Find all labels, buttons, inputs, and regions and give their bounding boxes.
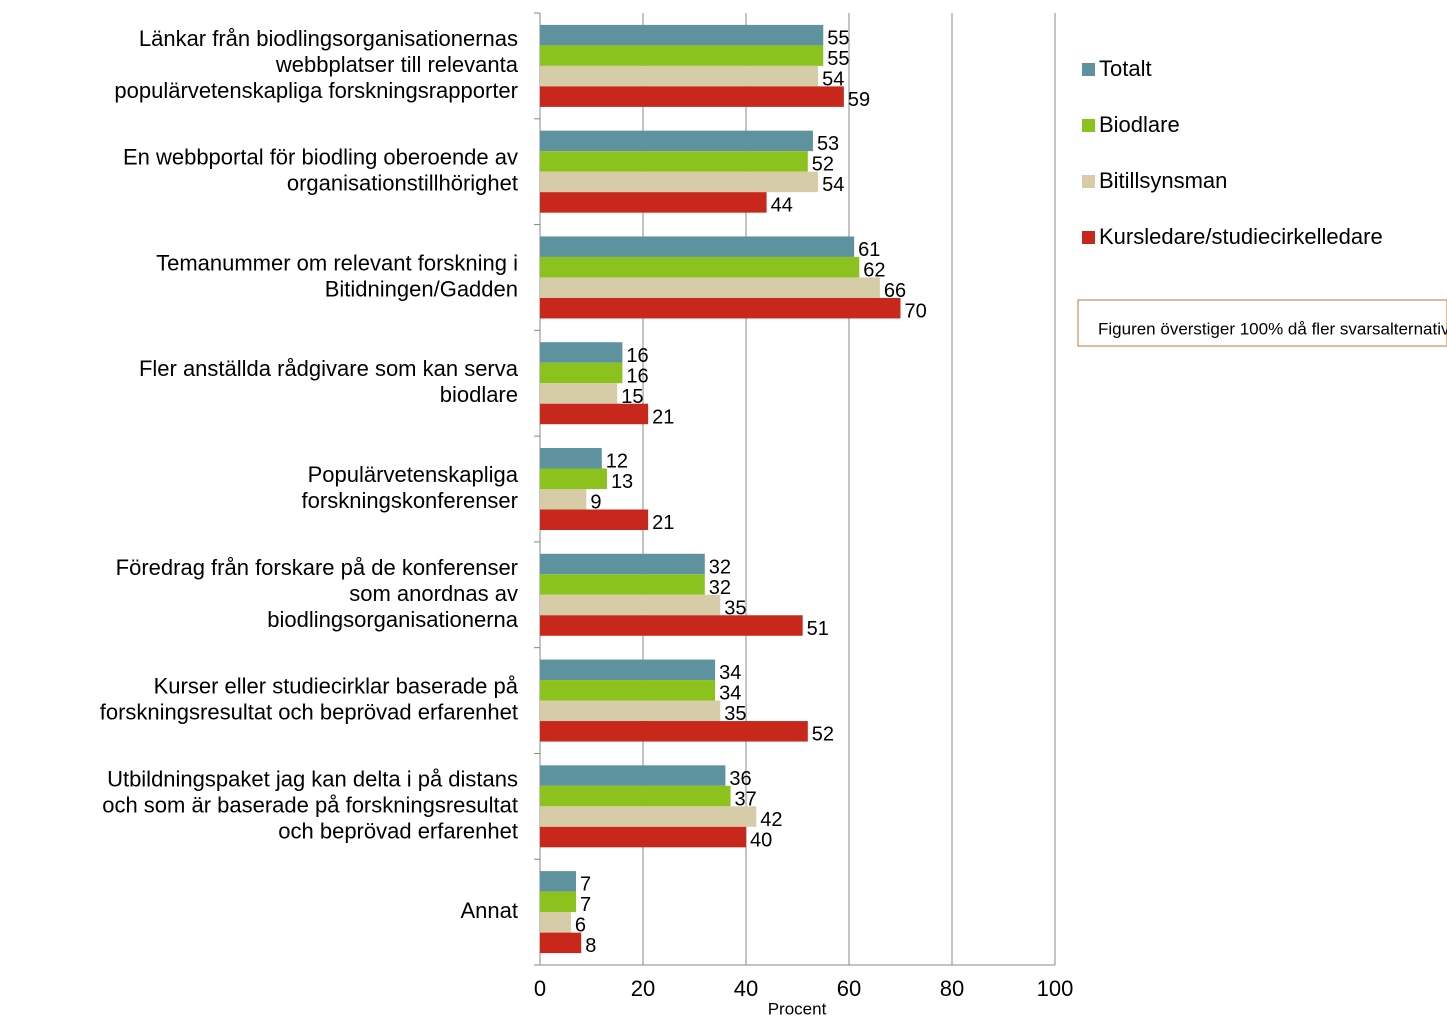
bar (540, 785, 731, 807)
x-tick-label: 100 (1037, 976, 1074, 1001)
category-label: Kurser eller studiecirklar baserade på fo… (100, 673, 519, 724)
bar (540, 700, 721, 722)
bar (540, 297, 901, 319)
legend-swatch (1082, 175, 1095, 188)
bar (540, 594, 721, 616)
data-label: 61 (858, 239, 880, 261)
legend-label: Kursledare/studiecirkelledare (1099, 224, 1383, 249)
bar (540, 86, 844, 107)
bar (540, 151, 808, 172)
data-label: 8 (585, 935, 596, 957)
category-label: Föredrag från forskare på de konferenser… (116, 555, 519, 632)
bar (540, 383, 618, 404)
legend-label: Biodlare (1099, 112, 1180, 137)
legend-label: Totalt (1099, 56, 1152, 81)
data-label: 35 (724, 703, 746, 725)
bar (540, 680, 716, 701)
bar (540, 932, 582, 954)
bar (540, 236, 855, 257)
data-label: 66 (884, 280, 906, 302)
bar (540, 342, 623, 363)
data-label: 70 (905, 300, 927, 322)
data-label: 59 (848, 89, 870, 111)
bar (540, 65, 819, 87)
x-tick-label: 20 (631, 976, 655, 1001)
x-tick-label: 40 (734, 976, 758, 1001)
category-label: Fler anställda rådgivare som kan serva bi… (139, 356, 519, 407)
data-label: 52 (812, 154, 834, 176)
data-label: 21 (652, 406, 674, 428)
bar (540, 277, 880, 298)
bar (540, 171, 819, 193)
bar (540, 45, 824, 66)
category-label: Populärvetenskapliga forskningskonferense… (302, 462, 519, 513)
bar (540, 721, 808, 742)
data-label: 6 (575, 915, 586, 937)
legend-label: Bitillsynsman (1099, 168, 1227, 193)
bar (540, 553, 705, 575)
data-label: 32 (709, 556, 731, 578)
data-label: 53 (817, 133, 839, 155)
bar (540, 489, 587, 510)
data-label: 52 (812, 724, 834, 746)
data-label: 40 (750, 829, 772, 851)
data-label: 16 (626, 365, 648, 387)
data-label: 42 (760, 809, 782, 831)
data-label: 21 (652, 512, 674, 534)
data-label: 37 (735, 788, 757, 810)
bar (540, 912, 571, 933)
data-label: 9 (590, 492, 601, 514)
annotation-box (1077, 299, 1447, 347)
data-label: 44 (771, 195, 793, 217)
legend-swatch (1082, 119, 1095, 132)
bar (540, 256, 860, 278)
category-label: Annat (461, 898, 519, 923)
x-axis-label: Procent (768, 999, 827, 1018)
category-label: Utbildningspaket jag kan delta i på dist… (102, 766, 518, 843)
bar (540, 574, 705, 595)
data-label: 62 (863, 259, 885, 281)
data-label: 16 (626, 345, 648, 367)
data-label: 15 (621, 386, 643, 408)
bar (540, 468, 607, 489)
x-tick-label: 80 (940, 976, 964, 1001)
data-label: 54 (822, 174, 844, 196)
data-label: 7 (580, 874, 591, 896)
data-label: 12 (606, 451, 628, 473)
data-label: 54 (822, 68, 844, 90)
x-tick-label: 0 (534, 976, 546, 1001)
category-label: Länkar från biodlingsorganisationernas we… (114, 26, 518, 103)
data-label: 35 (724, 597, 746, 619)
data-label: 36 (729, 768, 751, 790)
bar (540, 659, 716, 681)
bar (540, 615, 803, 636)
category-label: Temanummer om relevant forskning i Bitidn… (156, 250, 518, 301)
annotation: Figuren överstiger 100% då fler svarsalt… (1098, 319, 1447, 338)
bar (540, 891, 577, 913)
category-label: En webbportal för biodling oberoende av o… (123, 144, 518, 195)
bar (540, 871, 577, 892)
bar (540, 765, 726, 786)
data-label: 34 (719, 662, 741, 684)
bar (540, 826, 746, 848)
data-label: 34 (719, 683, 741, 705)
bar (540, 403, 649, 425)
data-label: 55 (827, 27, 849, 49)
bar (540, 24, 824, 46)
data-label: 13 (611, 471, 633, 493)
bar (540, 192, 767, 213)
bar (540, 806, 757, 827)
bar (540, 130, 813, 152)
data-label: 32 (709, 577, 731, 599)
bar (540, 448, 602, 469)
bar (540, 362, 623, 384)
data-label: 55 (827, 48, 849, 70)
bar (540, 509, 649, 530)
data-label: 51 (807, 618, 829, 640)
data-label: 7 (580, 894, 591, 916)
legend-swatch (1082, 63, 1095, 76)
legend-swatch (1082, 231, 1095, 244)
x-tick-label: 60 (837, 976, 861, 1001)
